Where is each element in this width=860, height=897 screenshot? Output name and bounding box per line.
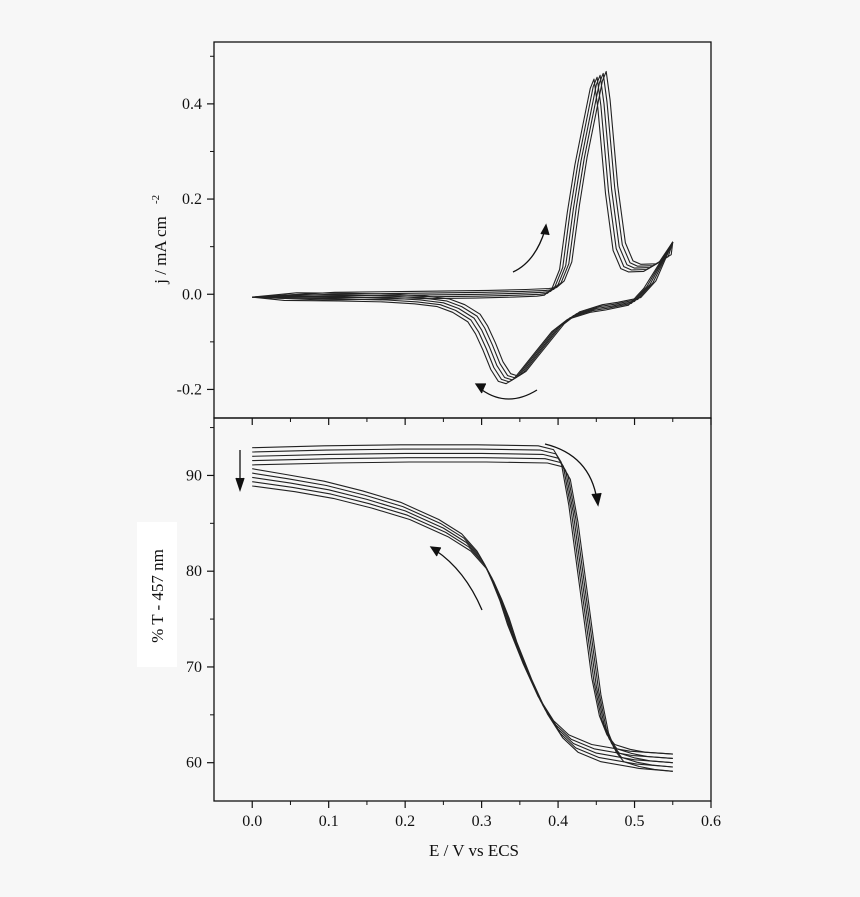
top-scan-arrows <box>474 223 550 400</box>
top-y-tick-label: 0.2 <box>182 191 202 208</box>
x-tick-label: 0.0 <box>242 813 262 830</box>
forward-scan-arrowhead-top <box>540 223 550 236</box>
bottom-axis-ticks: 0.0 0.1 0.2 0.3 0.4 0.5 0.6 60 70 80 90 <box>186 427 721 830</box>
top-series-1-cycle-5 <box>252 241 674 377</box>
top-series-0-cycle-4 <box>252 72 674 298</box>
top-y-tick-label: 0.4 <box>182 96 202 113</box>
top-series-1-cycle-3 <box>252 241 674 381</box>
top-series-1-cycle-4 <box>252 241 674 379</box>
forward-scan-arrow-top <box>512 229 546 273</box>
top-voltammogram-curves <box>252 70 674 385</box>
top-series-0-cycle-2 <box>252 76 674 299</box>
bottom-y-axis-label-text: % T - 457 nm <box>148 549 167 643</box>
x-tick-label: 0.6 <box>701 813 721 830</box>
bottom-series-0-cycle-1 <box>252 444 673 755</box>
reverse-scan-arrow-top <box>481 389 538 400</box>
bottom-y-tick-label: 70 <box>186 659 202 676</box>
bottom-y-tick-label: 80 <box>186 563 202 580</box>
bottom-y-axis-label: % T - 457 nm <box>148 549 167 643</box>
top-series-1-cycle-2 <box>252 241 674 383</box>
top-y-axis-label-text: j / mA cm <box>151 216 170 285</box>
top-series-0-cycle-5 <box>252 70 674 298</box>
reverse-scan-arrowhead-top <box>474 383 486 394</box>
top-y-tick-label: -0.2 <box>177 381 202 398</box>
bottom-y-axis-label-box <box>137 522 177 667</box>
bottom-series-0-cycle-5 <box>252 461 673 772</box>
reverse-scan-arrowhead-bottom <box>429 546 442 557</box>
x-tick-label: 0.2 <box>395 813 415 830</box>
bottom-series-0-cycle-4 <box>252 457 673 768</box>
top-series-0-cycle-3 <box>252 74 674 298</box>
x-tick-label: 0.5 <box>625 813 645 830</box>
bottom-series-1-cycle-5 <box>252 485 673 772</box>
bottom-series-0-cycle-3 <box>252 452 673 764</box>
top-axis-ticks: -0.2 0.0 0.2 0.4 <box>177 55 712 425</box>
top-y-tick-label: 0.0 <box>182 286 202 303</box>
cycle-direction-arrowhead-bottom-left <box>235 477 245 493</box>
bottom-plot-frame <box>213 417 712 802</box>
bottom-scan-arrows <box>235 443 602 611</box>
x-tick-label: 0.3 <box>472 813 492 830</box>
top-panel: -0.2 0.0 0.2 0.4 j / mA cm -2 <box>150 41 712 425</box>
forward-scan-arrow-bottom <box>544 443 598 501</box>
x-tick-label: 0.1 <box>319 813 339 830</box>
x-axis-label: E / V vs ECS <box>429 841 519 860</box>
x-tick-label: 0.4 <box>548 813 568 830</box>
top-series-0-cycle-1 <box>252 78 674 301</box>
top-y-axis-label-superscript: -2 <box>150 195 162 204</box>
bottom-y-tick-label: 60 <box>186 755 202 772</box>
forward-scan-arrowhead-bottom <box>591 492 602 507</box>
top-y-axis-label: j / mA cm -2 <box>150 195 170 285</box>
bottom-panel: 0.0 0.1 0.2 0.3 0.4 0.5 0.6 60 70 80 90 % T - 457 … <box>137 417 721 860</box>
bottom-series-0-cycle-2 <box>252 448 673 759</box>
bottom-transmittance-curves <box>252 444 673 772</box>
reverse-scan-arrow-bottom <box>434 549 483 611</box>
top-series-1-cycle-1 <box>252 241 674 385</box>
bottom-y-tick-label: 90 <box>186 467 202 484</box>
